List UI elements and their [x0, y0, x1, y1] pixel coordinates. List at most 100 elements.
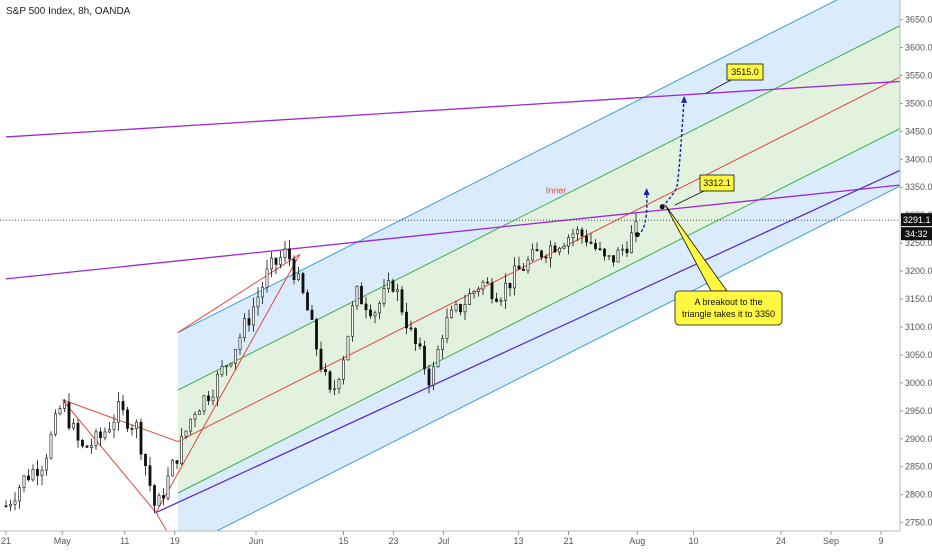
- candle-body: [535, 249, 539, 252]
- annotations: Inner 3515.0 3312.1 A breakout to the triang…: [546, 63, 783, 326]
- candle-body: [517, 265, 521, 270]
- candle-body: [220, 366, 224, 375]
- candle-body: [459, 303, 462, 313]
- candle-body: [256, 296, 260, 308]
- candle-body: [27, 475, 30, 481]
- candle-body: [594, 243, 597, 249]
- last-price-tag: [901, 213, 932, 227]
- candle-body: [13, 500, 17, 505]
- candle-body: [18, 487, 21, 502]
- candle-body: [432, 366, 435, 386]
- candle-body: [225, 365, 228, 368]
- candle-body: [589, 241, 593, 244]
- candle-body: [625, 248, 629, 253]
- last-price-text: 3291.1: [903, 215, 931, 225]
- candle-body: [211, 396, 215, 402]
- candle-body: [81, 439, 84, 447]
- candle-body: [567, 237, 570, 247]
- candle-body: [513, 265, 516, 289]
- candle-body: [400, 289, 404, 313]
- candle-body: [270, 257, 273, 270]
- callout-3312-box: [699, 174, 735, 192]
- y-tick-label: 3050.0: [905, 350, 932, 360]
- candle-body: [630, 232, 633, 253]
- pitchfork-handle: [62, 399, 179, 443]
- candle-body: [549, 245, 552, 259]
- candle-body: [265, 268, 269, 288]
- candle-body: [292, 258, 296, 280]
- candle-body: [607, 255, 611, 257]
- candle-body: [112, 421, 116, 430]
- x-tick-label: Jul: [438, 536, 450, 546]
- candle-body: [72, 422, 75, 429]
- candle-body: [157, 495, 161, 506]
- x-tick-label: Aug: [629, 536, 645, 546]
- candle-body: [67, 402, 71, 429]
- candle-body: [571, 233, 575, 238]
- candle-body: [238, 337, 242, 350]
- x-tick-label: 13: [513, 536, 523, 546]
- candle-body: [202, 395, 206, 412]
- candle-body: [585, 235, 588, 243]
- candle-body: [364, 303, 368, 311]
- projection-arrow-2: [661, 97, 685, 208]
- candle-body: [382, 288, 386, 304]
- channel-lower-line: [177, 169, 932, 552]
- x-tick-label: 9: [878, 536, 883, 546]
- candle-body: [4, 505, 8, 508]
- candle-body: [558, 247, 561, 253]
- candle-body: [99, 431, 102, 439]
- candle-body: [103, 431, 107, 439]
- candle-body: [180, 436, 183, 464]
- channel-upper-line: [177, 0, 838, 334]
- y-tick-label: 3400.0: [905, 154, 932, 164]
- candle-body: [621, 248, 624, 251]
- candle-body: [490, 282, 494, 300]
- candle-body: [54, 413, 57, 435]
- y-tick-label: 2750.0: [905, 518, 932, 528]
- candle-body: [472, 291, 476, 294]
- candle-body: [418, 343, 422, 347]
- candle-body: [499, 299, 503, 302]
- y-tick-label: 2800.0: [905, 490, 932, 500]
- candle-body: [351, 305, 354, 337]
- x-tick-label: 21: [1, 536, 11, 546]
- candle-body: [9, 503, 12, 507]
- channel-inner-lower-line: [177, 111, 932, 494]
- y-tick-label: 3150.0: [905, 294, 932, 304]
- candle-body: [333, 388, 336, 391]
- candle-body: [436, 349, 440, 368]
- candles: [4, 213, 638, 514]
- candle-body: [31, 469, 35, 481]
- candle-body: [373, 312, 377, 317]
- channel-upper-blue-band: [177, 0, 932, 391]
- candle-body: [445, 317, 449, 339]
- candle-body: [216, 373, 219, 398]
- lower-purple-trendline: [155, 167, 907, 514]
- candle-body: [423, 345, 426, 370]
- candle-body: [247, 318, 251, 326]
- candle-body: [337, 379, 341, 390]
- upper-purple-trendline: [5, 80, 907, 138]
- y-tick-label: 2850.0: [905, 462, 932, 472]
- candle-body: [324, 368, 327, 373]
- channel-lower-blue-band: [177, 112, 932, 551]
- candle-body: [405, 311, 408, 329]
- callout-breakout-text-line-2: triangle takes it to 3350: [682, 309, 775, 319]
- countdown-tag: [901, 227, 932, 241]
- candle-body: [414, 328, 417, 345]
- candle-body: [117, 401, 120, 423]
- y-tick-label: 3650.0: [905, 15, 932, 25]
- y-tick-label: 3500.0: [905, 98, 932, 108]
- y-tick-label: 3350.0: [905, 182, 932, 192]
- candle-body: [261, 286, 264, 298]
- callout-3515-box: [726, 63, 764, 81]
- candle-body: [616, 249, 620, 263]
- candle-body: [153, 485, 156, 506]
- candle-body: [22, 475, 26, 488]
- candle-body: [603, 248, 606, 257]
- candle-body: [328, 371, 332, 390]
- projection-arrow-2-start: [659, 204, 665, 210]
